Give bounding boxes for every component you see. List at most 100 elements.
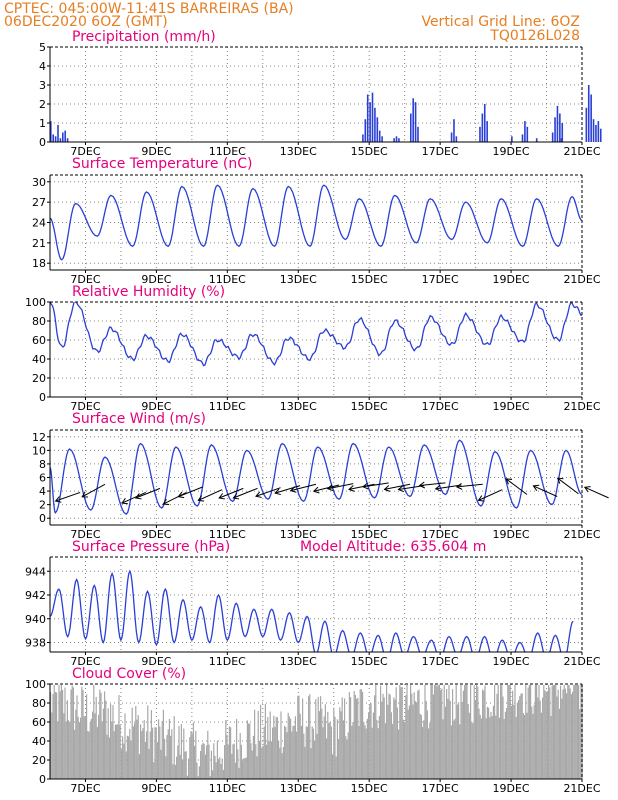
cloud-bar [176,756,178,779]
cloud-bar [555,684,557,779]
cloud-bar [167,729,169,779]
cloud-bar [422,726,424,779]
cloud-bar [466,684,468,779]
cloud-bar [198,766,200,779]
cloud-bar [480,718,482,779]
cloud-bar [507,684,509,779]
cloud-bar [228,726,230,779]
cloud-bar [78,722,80,779]
cloud-bar [186,775,188,779]
cloud-bar [437,684,439,779]
wind-arrowhead [121,498,128,505]
cloud-bar [566,693,568,779]
wind-vector [362,482,389,488]
cloud-bar [356,698,358,779]
y-tick-label: 20 [32,754,46,767]
cloud-bar [195,730,197,779]
cloud-bar [532,713,534,779]
x-tick-label: 21DEC [563,273,600,286]
cloud-bar [441,688,443,779]
cloud-bar [120,749,122,779]
cloud-bar [491,716,493,779]
y-tick-label: 0 [39,773,46,786]
cloud-bar [392,723,394,779]
cloud-bar [515,717,517,779]
wind-vector [163,491,187,505]
x-tick-label: 7DEC [70,528,100,541]
x-tick-label: 15DEC [351,400,388,413]
cloud-bar [568,684,570,779]
cloud-bar [561,698,563,779]
cloud-bar [400,687,402,779]
wind-arrowhead [134,493,142,500]
cloud-bar [270,741,272,779]
cloud-bar [95,696,97,779]
cloud-bar [363,721,365,779]
cloud-bar [358,725,360,779]
precip-bar [554,117,556,142]
cloud-bar [112,705,114,779]
cloud-bar [164,738,166,779]
cloud-bar [558,708,560,779]
cloud-bar [470,684,472,779]
cloud-bar [113,731,115,779]
cloud-bar [118,695,120,779]
cloud-bar [368,712,370,779]
wind-vector [121,491,146,504]
cloud-bar [327,711,329,779]
cloud-bar [428,728,430,779]
wind-arrowhead [81,491,89,498]
cloud-bar [350,697,352,779]
cloud-bar [335,756,337,779]
y-tick-label: 100 [25,296,46,309]
cloud-bar [58,684,60,779]
x-tick-label: 17DEC [422,273,459,286]
cloud-bar [521,693,523,779]
cloud-bar [143,720,145,779]
y-tick-label: 4 [39,60,46,73]
cloud-bar [468,712,470,779]
wind-arrowhead [434,484,442,492]
y-tick-label: 24 [32,217,46,230]
y-tick-label: 80 [32,697,46,710]
precip-bar [52,134,54,142]
precip-bar [366,94,369,142]
cloud-bar [155,727,157,779]
y-tick-label: 12 [32,431,46,444]
precip-bar [535,138,538,142]
cloud-bar [316,733,318,779]
cloud-bar [477,686,479,779]
precip-bar [54,136,57,142]
cloud-bar [101,721,103,779]
y-tick-label: 0 [39,391,46,404]
cloud-bar [252,735,254,779]
cloud-bar [140,724,142,779]
cloud-bar [82,690,84,779]
y-tick-label: 0 [39,136,46,149]
cloud-bar [542,697,544,779]
cloud-bar [279,747,281,779]
cloud-bar [292,726,294,779]
cloud-bar [114,724,116,779]
cloud-bar [96,726,98,779]
cloud-bar [298,695,300,779]
y-tick-label: 0 [39,512,46,525]
cloud-bar [359,689,361,779]
cloud-bar [111,721,113,779]
precip-bar [57,124,59,142]
cloud-bar [484,685,486,779]
cloud-bar [465,684,467,779]
cloud-bar [280,711,282,779]
precip-bar [481,113,484,142]
cloud-bar [393,697,395,779]
cloud-bar [453,720,455,779]
cloud-bar [266,744,268,779]
cloud-bar [154,727,156,779]
x-tick-label: 21DEC [563,145,600,158]
cloud-bar [479,714,481,779]
cloud-bar [510,705,512,779]
x-tick-label: 17DEC [422,400,459,413]
cloud-bar [162,709,164,779]
cloud-bar [194,745,196,779]
